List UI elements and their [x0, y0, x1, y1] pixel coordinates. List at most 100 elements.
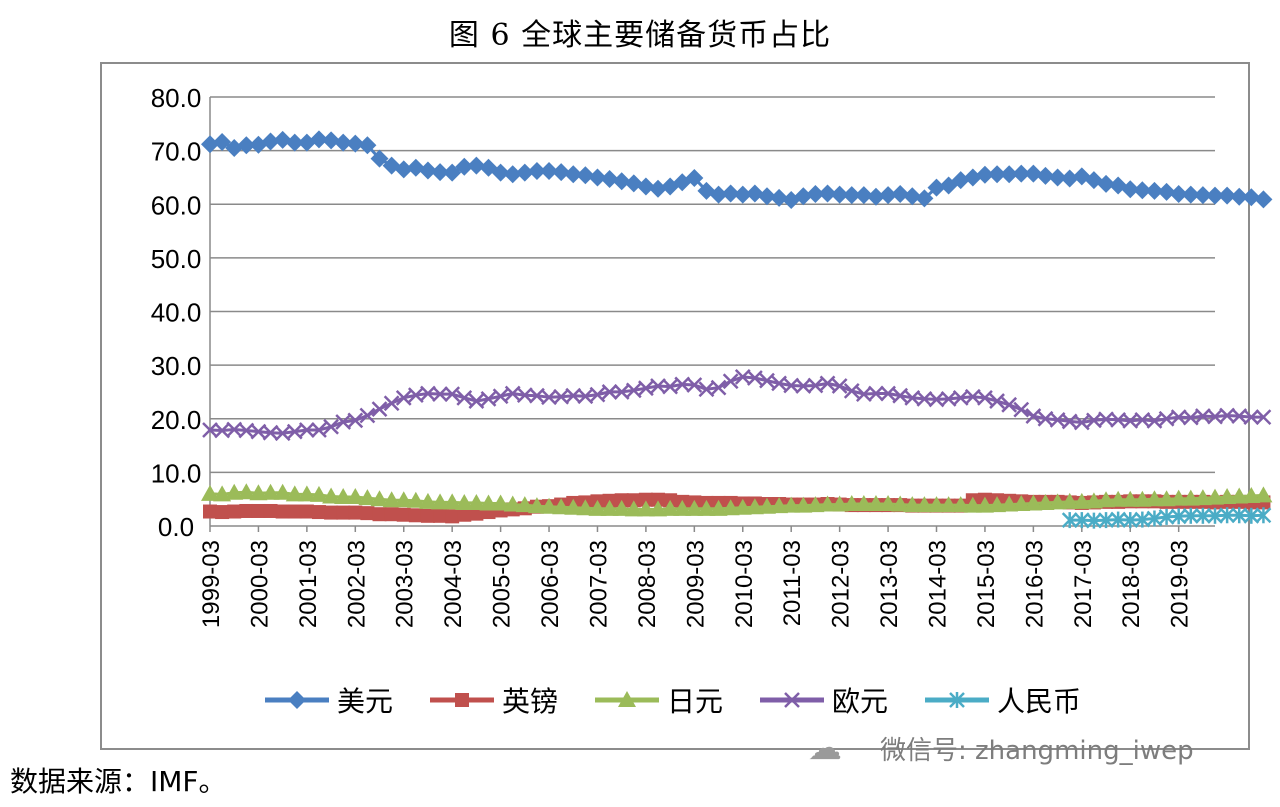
data-point	[457, 507, 472, 522]
data-point	[418, 492, 437, 509]
legend-label: 人民币	[997, 685, 1081, 718]
y-tick-label: 0.0	[158, 512, 194, 542]
data-point	[685, 168, 704, 187]
data-point	[358, 136, 377, 155]
data-point	[1036, 493, 1055, 510]
data-point	[1086, 512, 1102, 529]
data-point	[915, 189, 934, 208]
data-point	[783, 377, 800, 394]
data-point	[431, 163, 450, 182]
data-point	[1158, 508, 1175, 525]
data-point	[625, 382, 642, 399]
data-point	[854, 186, 873, 205]
data-point	[1133, 181, 1152, 200]
data-point	[1181, 185, 1200, 204]
legend-item: 欧元	[760, 685, 888, 718]
data-point	[492, 388, 509, 405]
data-point	[624, 500, 643, 517]
data-point	[249, 484, 268, 501]
data-point	[1181, 489, 1200, 506]
data-point	[527, 162, 546, 181]
data-point	[842, 186, 861, 205]
data-point	[540, 497, 559, 514]
data-point	[1110, 511, 1127, 528]
series-4	[1061, 507, 1272, 529]
data-point	[225, 483, 244, 500]
legend-label: 美元	[337, 685, 393, 718]
data-point	[1255, 507, 1272, 524]
x-tick-label: 2015-03	[973, 540, 1000, 628]
data-point	[662, 378, 679, 395]
data-point	[394, 160, 413, 179]
data-point	[928, 391, 945, 408]
data-point	[795, 378, 812, 394]
data-point	[1012, 495, 1031, 512]
data-point	[891, 495, 910, 512]
data-point	[1254, 190, 1273, 209]
data-point	[916, 391, 933, 407]
data-point	[455, 493, 474, 510]
data-point	[830, 185, 849, 204]
data-point	[347, 412, 364, 429]
data-point	[600, 499, 619, 516]
data-point	[203, 504, 217, 519]
data-point	[370, 490, 389, 507]
x-tick-label: 2008-03	[634, 540, 661, 628]
data-point	[1243, 507, 1260, 524]
x-tick-label: 2001-03	[295, 540, 322, 628]
data-point	[1207, 507, 1223, 524]
data-point	[297, 485, 316, 502]
data-point	[977, 389, 993, 406]
data-point	[552, 163, 571, 182]
data-point	[807, 377, 824, 394]
data-point	[868, 385, 884, 402]
data-point	[722, 373, 739, 390]
data-point	[1098, 512, 1114, 529]
data-point	[818, 184, 837, 203]
data-point	[432, 386, 448, 402]
watermark-text: 微信号: zhangming_iwep	[880, 736, 1194, 766]
x-tick-label: 2016-03	[1021, 540, 1048, 628]
data-point	[1036, 166, 1055, 185]
data-point	[406, 491, 425, 508]
data-point	[745, 184, 764, 203]
chart-frame	[100, 62, 1250, 750]
data-point	[1097, 491, 1116, 508]
data-point	[601, 384, 618, 400]
data-point	[589, 386, 606, 403]
data-point	[309, 130, 328, 149]
data-point	[636, 177, 655, 196]
data-point	[903, 187, 922, 206]
data-point	[467, 493, 486, 510]
data-point	[1157, 490, 1176, 507]
data-point	[1169, 489, 1188, 506]
data-point	[1121, 180, 1140, 199]
data-point	[480, 391, 497, 407]
x-tick-label: 2013-03	[876, 540, 903, 628]
data-point	[516, 387, 533, 404]
data-point	[721, 184, 740, 203]
data-point	[770, 497, 789, 514]
data-point	[710, 379, 727, 396]
data-point	[626, 493, 641, 508]
data-point	[927, 178, 946, 197]
data-point	[1242, 486, 1261, 503]
series-2	[201, 483, 1273, 517]
data-point	[479, 494, 498, 511]
y-tick-label: 20.0	[151, 405, 202, 435]
data-point	[1193, 186, 1212, 205]
legend-marker	[784, 692, 800, 708]
chart-title: 图 6 全球主要储备货币占比	[448, 18, 832, 53]
data-point	[1012, 164, 1031, 183]
data-point	[1145, 181, 1164, 200]
data-point	[564, 165, 583, 184]
data-point	[1073, 512, 1090, 529]
data-point	[445, 509, 460, 524]
data-point	[371, 401, 388, 417]
data-point	[879, 186, 898, 205]
x-tick-label: 1999-03	[198, 540, 225, 628]
data-point	[201, 484, 219, 501]
data-point	[359, 407, 376, 424]
data-point	[891, 185, 910, 204]
data-point	[1254, 486, 1273, 503]
